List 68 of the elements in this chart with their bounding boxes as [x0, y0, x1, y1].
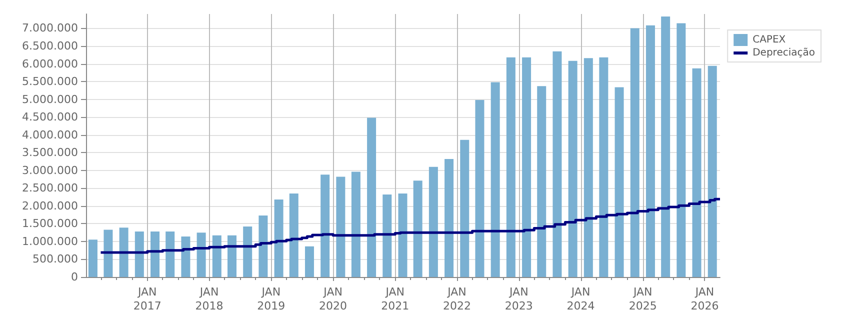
- bar: [320, 174, 330, 277]
- x-tick-label: JAN 2019: [257, 286, 286, 312]
- bar: [289, 193, 298, 277]
- y-tick-label: 6.500.000: [22, 39, 78, 52]
- bar: [460, 140, 470, 277]
- y-tick-label: 6.000.000: [22, 57, 78, 70]
- x-tick-label: JAN 2021: [381, 286, 410, 312]
- bar: [568, 60, 578, 277]
- bar: [692, 68, 702, 277]
- y-tick-label: 4.500.000: [22, 110, 78, 124]
- bar: [367, 118, 376, 277]
- x-tick-label: JAN 2024: [566, 286, 595, 312]
- y-tick-label: 500.000: [32, 252, 78, 266]
- bar: [351, 172, 360, 277]
- y-tick-label: 0: [71, 270, 78, 284]
- bar: [708, 66, 717, 277]
- bar: [104, 230, 113, 277]
- y-tick-label: 3.500.000: [22, 146, 78, 160]
- y-tick-label: 2.500.000: [22, 182, 78, 195]
- bar: [646, 25, 655, 277]
- bar: [490, 82, 500, 277]
- y-tick-label: 1.500.000: [22, 217, 78, 230]
- bar: [119, 228, 128, 277]
- x-tick-label: JAN 2017: [133, 286, 162, 312]
- x-tick-label: JAN 2023: [504, 286, 533, 312]
- bar: [212, 235, 222, 277]
- y-tick-label: 3.000.000: [22, 164, 78, 177]
- y-tick-label: 7.000.000: [22, 22, 78, 35]
- y-tick-label: 4.000.000: [22, 128, 78, 142]
- y-tick-label: 1.000.000: [22, 234, 78, 248]
- bar: [661, 16, 670, 277]
- legend-label: Depreciação: [752, 48, 816, 58]
- bar: [134, 232, 144, 277]
- bar: [552, 51, 562, 277]
- bar: [304, 246, 314, 277]
- bar: [614, 87, 624, 277]
- bar: [336, 176, 346, 277]
- x-tick-label: JAN 2026: [690, 286, 719, 312]
- bar: [166, 232, 175, 277]
- bar: [522, 57, 532, 277]
- bar: [150, 232, 160, 277]
- bar: [88, 240, 98, 277]
- x-tick-label: JAN 2025: [628, 286, 657, 312]
- y-tick-label: 5.000.000: [22, 92, 78, 106]
- bar: [630, 28, 640, 277]
- bar: [196, 232, 206, 277]
- bar: [584, 58, 593, 277]
- bar: [475, 100, 484, 277]
- x-tick-label: JAN 2022: [443, 286, 472, 312]
- bar: [506, 57, 516, 277]
- bar: [181, 236, 190, 277]
- bar: [382, 194, 392, 277]
- bar: [444, 159, 454, 277]
- y-tick-label: 2.000.000: [22, 199, 78, 212]
- legend-label: CAPEX: [752, 34, 786, 46]
- bar: [599, 57, 608, 277]
- bar: [676, 23, 686, 277]
- bar: [413, 180, 422, 277]
- bar: [537, 86, 546, 277]
- bar: [398, 193, 408, 277]
- bar: [274, 200, 284, 277]
- bar: [428, 166, 438, 277]
- x-tick-label: JAN 2018: [195, 286, 224, 312]
- bar: [227, 235, 236, 277]
- bar: [243, 226, 252, 277]
- y-tick-label: 5.500.000: [22, 75, 78, 88]
- x-tick-label: JAN 2020: [319, 286, 348, 312]
- bar: [258, 216, 268, 277]
